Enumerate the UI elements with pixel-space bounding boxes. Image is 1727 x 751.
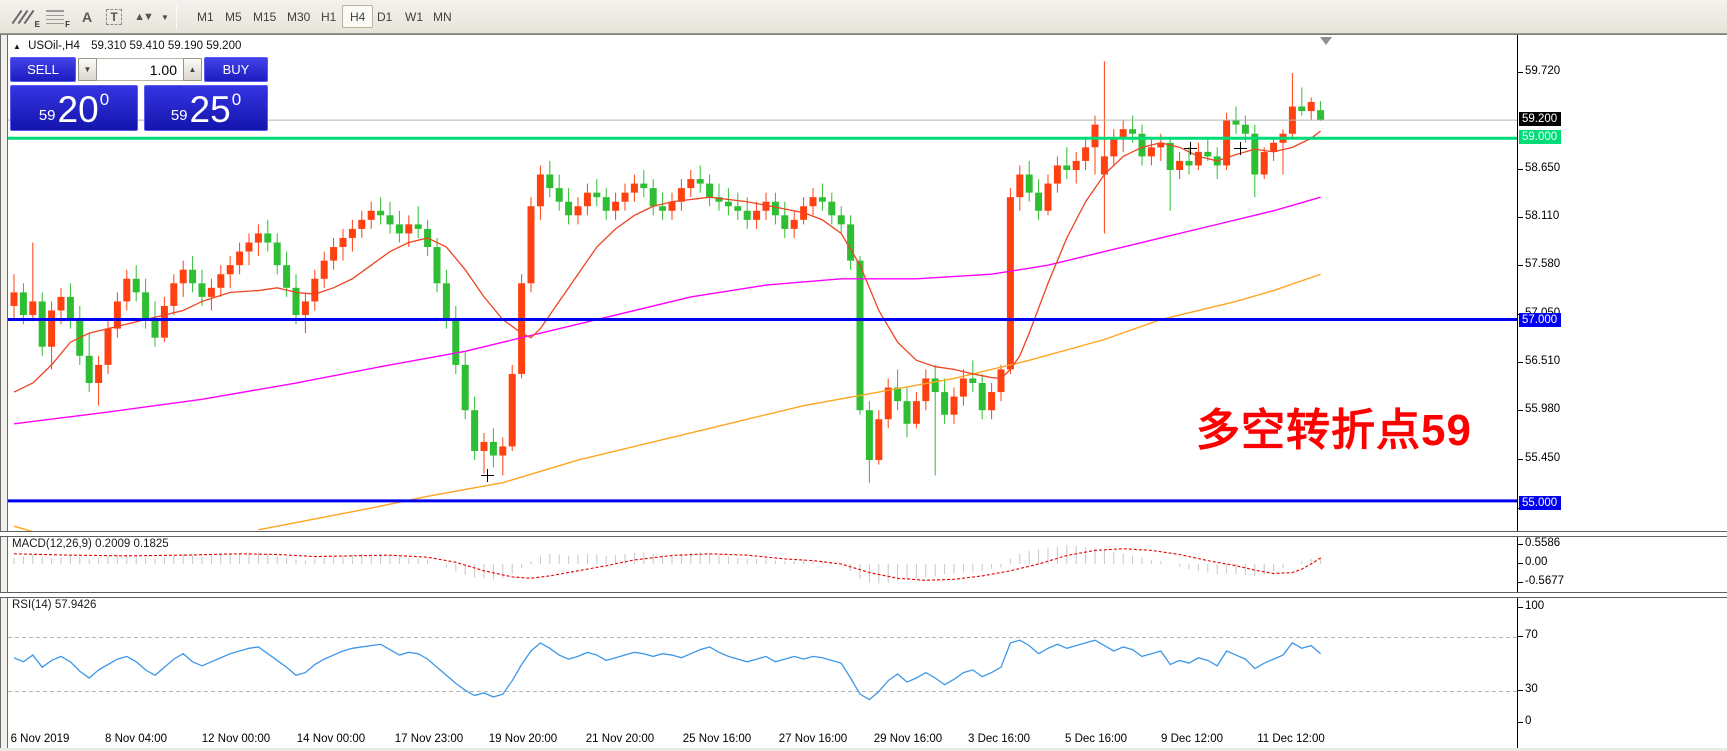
price-axis-label: 55.980: [1517, 403, 1561, 415]
timeframe-M5[interactable]: M5: [225, 9, 242, 24]
time-axis-label: 9 Dec 12:00: [1160, 733, 1223, 745]
toolbar-separator: [176, 5, 177, 29]
timeframe-MN[interactable]: MN: [433, 9, 452, 24]
time-axis-label: 29 Nov 16:00: [873, 733, 943, 745]
spinner-down-icon: ▼: [83, 65, 92, 74]
color-cycle-tool-icon[interactable]: ▲▼: [131, 4, 155, 30]
tool-dropdown-caret[interactable]: ▼: [158, 4, 172, 30]
cross-marker-icon[interactable]: [481, 469, 494, 482]
window-left-border: [0, 35, 8, 748]
font-tool-letter: A: [81, 9, 93, 25]
macd-value: 0.2009: [95, 538, 131, 550]
window-bottom-border: [0, 748, 1727, 751]
one-click-trade-panel: SELL ▼ ▲ BUY 59 20 0 59 25 0: [10, 57, 268, 132]
sell-button[interactable]: SELL: [10, 57, 76, 82]
macd-label: MACD(12,26,9) 0.2009 0.1825: [12, 538, 169, 550]
buy-price-sup: 0: [231, 90, 242, 109]
buy-price-panel[interactable]: 59 25 0: [144, 85, 268, 131]
macd-signal-value: 0.1825: [133, 538, 169, 550]
buy-price-big: 25: [189, 89, 231, 130]
price-badge-55.000: 55.000: [1519, 496, 1562, 510]
volume-input[interactable]: [97, 58, 183, 81]
ohlc-quotes: 59.310 59.410 59.190 59.200: [91, 40, 242, 52]
timeframe-M1[interactable]: M1: [197, 9, 214, 24]
sell-price-big: 20: [57, 89, 99, 130]
timeframe-H4[interactable]: H4: [342, 5, 374, 28]
hatch-icon: [11, 9, 35, 25]
macd-axis-label: 0.00: [1517, 556, 1548, 568]
text-box-tool-icon[interactable]: T: [102, 4, 126, 30]
sell-price-sup: 0: [99, 90, 110, 109]
cross-marker-icon[interactable]: [1234, 142, 1247, 155]
volume-decrease-button[interactable]: ▼: [78, 58, 97, 81]
timeframe-H1[interactable]: H1: [321, 9, 337, 24]
rsi-axis-label: 70: [1518, 629, 1538, 641]
rsi-axis-label: 30: [1518, 683, 1538, 695]
panel-separator[interactable]: [0, 531, 1727, 537]
buy-button[interactable]: BUY: [204, 57, 268, 82]
pattern-tool-icon[interactable]: E: [8, 4, 40, 30]
chart-shift-triangle-icon[interactable]: [1320, 37, 1332, 45]
rsi-axis-label: 0: [1517, 715, 1532, 727]
text-box-letter: T: [106, 9, 122, 25]
panel-separator[interactable]: [0, 592, 1727, 598]
price-badge-59.000: 59.000: [1519, 130, 1562, 144]
macd-axis-label: 0.5586: [1517, 537, 1561, 549]
time-axis-label: 25 Nov 16:00: [682, 733, 752, 745]
collapse-icon: ▲: [13, 42, 21, 51]
font-tool-icon[interactable]: A: [76, 4, 98, 30]
volume-increase-button[interactable]: ▲: [183, 58, 202, 81]
price-axis-label: 59.720: [1517, 65, 1561, 77]
chart-symbol-header[interactable]: ▲ USOil-,H4 59.310 59.410 59.190 59.200: [13, 40, 241, 52]
time-axis-label: 14 Nov 00:00: [296, 733, 366, 745]
buy-price-small: 59: [170, 107, 188, 124]
time-axis-label: 5 Dec 16:00: [1064, 733, 1127, 745]
time-axis-label: 3 Dec 16:00: [967, 733, 1030, 745]
timeframe-M30[interactable]: M30: [287, 9, 311, 24]
toolbar: E F A T ▲▼ ▼ M1 M5 M15 M30 H1 H4 D1 W1 MN: [0, 0, 1727, 34]
sell-price-small: 59: [38, 107, 56, 124]
price-axis[interactable]: 59.72058.65058.11057.58057.05056.51055.9…: [1517, 35, 1727, 748]
timeframe-W1[interactable]: W1: [405, 9, 423, 24]
caret-down-icon: ▼: [161, 12, 169, 22]
grid-tool-icon[interactable]: F: [42, 4, 70, 30]
rsi-label: RSI(14) 57.9426: [12, 599, 97, 611]
timeframe-M15[interactable]: M15: [253, 9, 277, 24]
sell-price-panel[interactable]: 59 20 0: [10, 85, 138, 131]
price-badge-59.200: 59.200: [1519, 112, 1562, 126]
price-axis-label: 58.110: [1517, 210, 1560, 222]
grid-tool-letter: F: [65, 20, 70, 29]
time-axis-label: 12 Nov 00:00: [201, 733, 271, 745]
time-axis-label: 17 Nov 23:00: [394, 733, 464, 745]
price-axis-label: 58.650: [1517, 162, 1561, 174]
pattern-tool-letter: E: [34, 20, 40, 29]
rsi-axis-label: 100: [1517, 600, 1545, 612]
time-axis[interactable]: 6 Nov 2019 8 Nov 04:00 12 Nov 00:00 14 Nov …: [8, 731, 1517, 748]
time-axis-label: 8 Nov 04:00: [104, 733, 167, 745]
arrows-icon: ▲▼: [134, 11, 154, 23]
price-badge-57.000: 57.000: [1519, 313, 1562, 327]
time-axis-label: 19 Nov 20:00: [488, 733, 558, 745]
time-axis-label: 6 Nov 2019: [10, 733, 70, 745]
macd-axis-label: -0.5677: [1517, 575, 1565, 587]
price-axis-label: 55.450: [1517, 452, 1561, 464]
timeframe-D1[interactable]: D1: [377, 9, 393, 24]
macd-panel[interactable]: MACD(12,26,9) 0.2009 0.1825: [8, 536, 1517, 593]
symbol-name: USOil-,H4: [28, 40, 80, 52]
grid-icon: [46, 10, 64, 24]
spinner-up-icon: ▲: [188, 65, 197, 74]
cross-marker-icon[interactable]: [1184, 142, 1197, 155]
rsi-panel[interactable]: RSI(14) 57.9426: [8, 597, 1517, 732]
time-axis-label: 21 Nov 20:00: [585, 733, 655, 745]
time-axis-label: 11 Dec 12:00: [1257, 733, 1325, 745]
time-axis-label: 27 Nov 16:00: [778, 733, 848, 745]
price-axis-label: 56.510: [1517, 355, 1561, 367]
chart-annotation-text[interactable]: 多空转折点59: [1196, 406, 1472, 455]
rsi-value: 57.9426: [54, 599, 97, 611]
price-axis-label: 57.580: [1517, 258, 1561, 270]
